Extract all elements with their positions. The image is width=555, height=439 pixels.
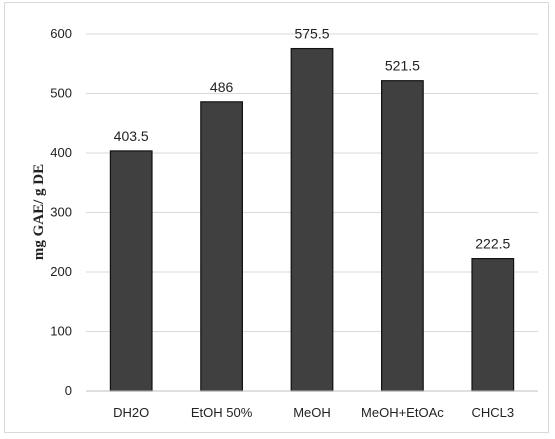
bar: [109, 150, 153, 392]
y-tick-label: 0: [65, 383, 72, 398]
bar: [290, 47, 334, 392]
x-axis-ticks: DH2O EtOH 50% MeOH MeOH+EtOAc CHCL3: [113, 405, 514, 420]
y-tick-label: 200: [50, 264, 72, 279]
y-tick-label: 500: [50, 86, 72, 101]
y-tick-label: 100: [50, 324, 72, 339]
x-tick-label: EtOH 50%: [191, 405, 253, 420]
data-label: 575.5: [294, 26, 329, 42]
data-label: 486: [210, 79, 234, 95]
data-label: 403.5: [114, 128, 149, 144]
y-axis-label: mg GAE/ g DE: [31, 164, 47, 260]
data-label: 222.5: [475, 236, 510, 252]
data-labels: 403.5 486 575.5 521.5 222.5: [114, 26, 511, 252]
y-tick-label: 300: [50, 205, 72, 220]
bar: [200, 101, 243, 392]
bar: [471, 258, 515, 392]
chart-frame: [4, 2, 549, 433]
x-tick-label: MeOH+EtOAc: [361, 405, 444, 420]
y-tick-label: 600: [50, 26, 72, 41]
x-tick-label: CHCL3: [471, 405, 514, 420]
bar: [381, 80, 424, 392]
bars: [109, 47, 515, 392]
x-tick-label: DH2O: [113, 405, 149, 420]
x-tick-label: MeOH: [293, 405, 331, 420]
y-tick-label: 400: [50, 145, 72, 160]
y-axis-ticks: 0 100 200 300 400 500 600: [50, 26, 72, 398]
data-label: 521.5: [385, 58, 420, 74]
